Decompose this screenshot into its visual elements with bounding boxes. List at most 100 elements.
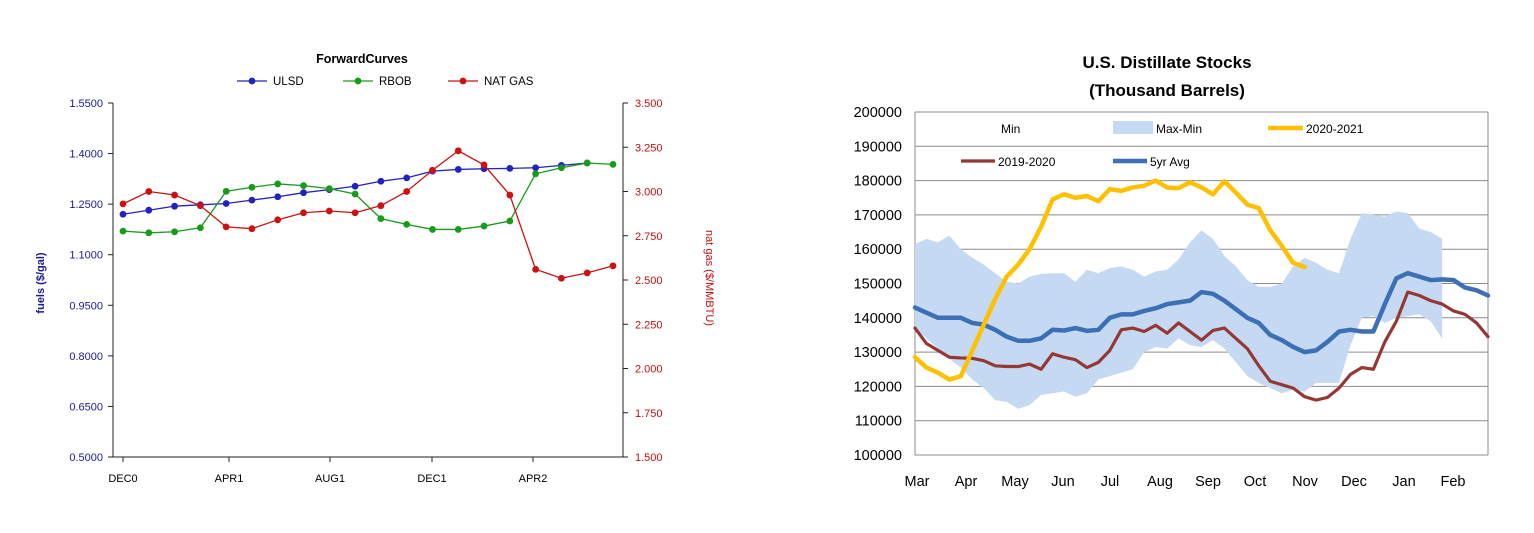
plot-area: 1.5500 1.4000 1.2500 1.1000 0.9500 0.8000 0.65…: [69, 98, 662, 485]
data-point-nat-gas: [196, 202, 204, 210]
series-line-2019-2020: [913, 290, 1490, 402]
data-point-rbob: [532, 170, 540, 178]
x-tick-label: Nov: [1292, 474, 1319, 490]
y2-tick-label: 2.250: [635, 319, 663, 331]
y-tick-label: 150000: [854, 277, 902, 293]
data-point-rbob: [429, 226, 436, 233]
series-line-2020-2021: [912, 178, 1307, 382]
legend-label-nat-gas: NAT GAS: [484, 76, 534, 88]
y-tick-label: 0.8000: [69, 351, 103, 363]
data-point-nat-gas: [454, 147, 462, 155]
y-tick-label: 130000: [854, 345, 902, 361]
data-point-nat-gas: [145, 188, 153, 195]
data-point-nat-gas: [480, 161, 488, 169]
data-point-ulsd: [377, 177, 385, 185]
data-point-ulsd: [300, 189, 307, 197]
data-point-nat-gas: [351, 209, 359, 217]
legend-label-rbob: RBOB: [379, 76, 412, 88]
y2-axis-label: nat gas ($/MMBTU): [703, 230, 715, 326]
data-point-rbob: [300, 182, 307, 190]
y2-tick-label: 3.250: [635, 142, 663, 154]
x-tick-label: APR2: [519, 473, 548, 485]
data-point-nat-gas: [171, 191, 178, 199]
data-point-ulsd: [532, 164, 540, 172]
x-tick-label: DEC0: [108, 473, 137, 485]
legend-label-2019-2020: 2019-2020: [998, 155, 1056, 169]
x-tick-label: Aug: [1147, 474, 1173, 490]
series-line-nat-gas: [122, 150, 614, 279]
data-point-rbob: [583, 159, 591, 167]
legend-marker-nat-gas: [459, 77, 467, 85]
data-point-ulsd: [506, 165, 514, 172]
forward-curves-chart: ForwardCurves ULSD RBOB NAT GAS 1.5500 1.40…: [35, 52, 715, 485]
data-point-rbob: [558, 164, 565, 172]
y-tick-label: 100000: [854, 448, 902, 464]
data-point-ulsd: [351, 182, 359, 190]
y-tick-label: 160000: [854, 242, 902, 258]
y2-tick-label: 1.750: [635, 408, 663, 420]
data-point-nat-gas: [119, 200, 127, 208]
data-point-rbob: [274, 180, 282, 188]
legend-marker-rbob: [354, 77, 362, 85]
x-tick-label: Jun: [1051, 474, 1074, 490]
data-point-rbob: [506, 217, 514, 225]
distillate-stocks-svg: U.S. Distillate Stocks (Thousand Barrels…: [854, 53, 1491, 490]
x-tick-label: Oct: [1244, 474, 1267, 490]
x-tick-label: Mar: [905, 474, 930, 490]
legend-label-max-min: Max-Min: [1156, 122, 1202, 136]
data-point-ulsd: [119, 210, 127, 218]
x-tick-label: AUG1: [315, 473, 345, 485]
data-point-rbob: [196, 224, 204, 232]
y-tick-label: 120000: [854, 379, 902, 395]
y-tick-label: 110000: [855, 414, 902, 430]
y2-tick-label: 3.000: [635, 187, 663, 199]
data-point-nat-gas: [532, 265, 540, 273]
x-tick-label: APR1: [215, 473, 244, 485]
distillate-stocks-chart: U.S. Distillate Stocks (Thousand Barrels…: [767, 0, 1534, 533]
data-point-rbob: [377, 215, 385, 223]
legend-marker-ulsd: [248, 77, 256, 85]
data-point-nat-gas: [377, 202, 385, 210]
max-min-band: [915, 211, 1443, 409]
data-point-rbob: [325, 185, 333, 193]
x-tick-label: Sep: [1195, 474, 1221, 490]
legend-swatch-max-min: [1113, 121, 1153, 134]
data-point-rbob: [480, 222, 488, 230]
y-tick-label: 1.2500: [69, 199, 103, 211]
y-tick-label: 1.5500: [69, 98, 103, 110]
y-tick-label: 0.5000: [69, 452, 103, 464]
y-axis-label: fuels ($/gal): [35, 252, 47, 313]
x-tick-label: May: [1001, 474, 1029, 490]
chart-subtitle: (Thousand Barrels): [1089, 81, 1245, 100]
data-point-ulsd: [248, 196, 256, 204]
x-tick-label: DEC1: [417, 473, 446, 485]
y-tick-label: 190000: [854, 139, 902, 155]
chart-title: U.S. Distillate Stocks: [1082, 53, 1251, 72]
x-tick-label: Feb: [1441, 474, 1466, 490]
data-point-ulsd: [222, 200, 230, 207]
y-tick-label: 140000: [854, 311, 902, 327]
legend-label-min: Min: [1001, 122, 1020, 136]
data-point-nat-gas: [300, 209, 307, 217]
data-point-rbob: [145, 229, 153, 237]
data-point-rbob: [222, 187, 230, 195]
data-point-nat-gas: [222, 223, 230, 231]
data-point-rbob: [609, 160, 617, 168]
data-point-nat-gas: [583, 269, 591, 277]
data-point-rbob: [171, 228, 178, 236]
y2-tick-label: 3.500: [635, 98, 663, 110]
data-point-nat-gas: [506, 191, 514, 199]
data-point-ulsd: [403, 174, 411, 182]
data-point-nat-gas: [558, 274, 565, 282]
y2-tick-label: 2.750: [635, 231, 663, 243]
chart-title: ForwardCurves: [316, 52, 408, 66]
data-point-ulsd: [454, 166, 462, 173]
y-tick-label: 200000: [854, 105, 902, 121]
data-point-rbob: [403, 220, 411, 228]
x-tick-label: Jul: [1101, 474, 1120, 490]
data-point-ulsd: [145, 206, 153, 214]
plot-area: 200000 190000 180000 170000 160000 150000 1400…: [854, 105, 1491, 490]
data-point-nat-gas: [429, 166, 436, 174]
data-point-nat-gas: [248, 225, 256, 233]
y2-tick-label: 2.500: [635, 275, 663, 287]
